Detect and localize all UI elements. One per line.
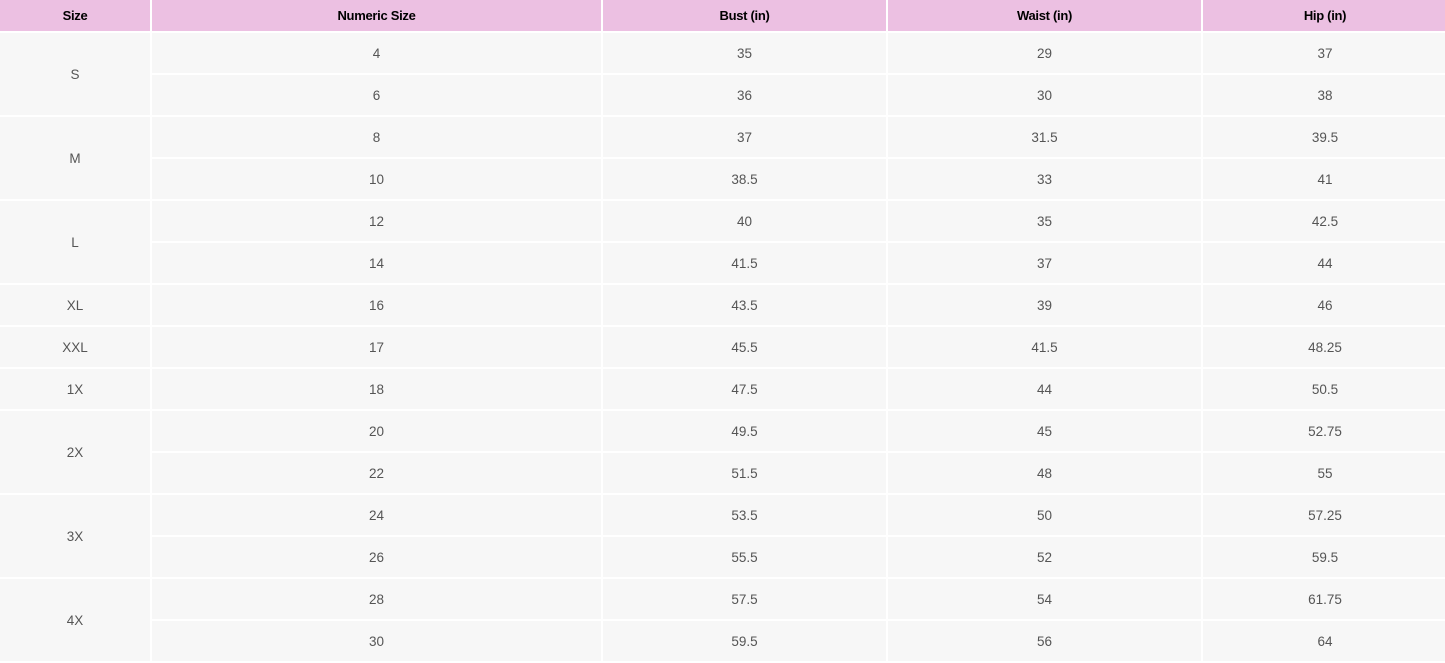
hip-cell: 46 (1203, 285, 1445, 327)
waist-cell: 35 (888, 201, 1201, 243)
size-cell: L (0, 201, 150, 285)
bust-cell: 37 (603, 117, 886, 159)
table-row: S 4 35 29 37 (0, 33, 1445, 117)
numeric-size-cell: 6 (152, 75, 601, 117)
bust-cell: 59.5 (603, 621, 886, 663)
header-row: Size Numeric Size Bust (in) Waist (in) H… (0, 0, 1445, 33)
hip-cell: 52.75 (1203, 411, 1445, 453)
header-numeric-size: Numeric Size (152, 0, 601, 33)
size-cell: XXL (0, 327, 150, 369)
table-row: 30 59.5 56 64 (0, 621, 1445, 663)
hip-cell: 61.75 (1203, 579, 1445, 621)
waist-cell: 54 (888, 579, 1201, 621)
numeric-size-cell: 17 (152, 327, 601, 369)
waist-cell: 52 (888, 537, 1201, 579)
waist-cell: 41.5 (888, 327, 1201, 369)
bust-cell: 55.5 (603, 537, 886, 579)
waist-cell: 37 (888, 243, 1201, 285)
hip-cell: 44 (1203, 243, 1445, 285)
table-row: XXL 17 45.5 41.5 48.25 (0, 327, 1445, 369)
table-row: XL 16 43.5 39 46 (0, 285, 1445, 327)
bust-cell: 57.5 (603, 579, 886, 621)
table-row: L 12 40 35 42.5 (0, 201, 1445, 285)
hip-cell: 59.5 (1203, 537, 1445, 579)
bust-cell: 43.5 (603, 285, 886, 327)
hip-cell: 48.25 (1203, 327, 1445, 369)
size-cell: 1X (0, 369, 150, 411)
table-row: 6 36 30 38 (0, 75, 1445, 117)
numeric-size-cell: 22 (152, 453, 601, 495)
bust-cell: 41.5 (603, 243, 886, 285)
bust-cell: 35 (603, 33, 886, 75)
table-row: 10 38.5 33 41 (0, 159, 1445, 201)
bust-cell: 45.5 (603, 327, 886, 369)
hip-cell: 39.5 (1203, 117, 1445, 159)
numeric-size-cell: 20 (152, 411, 601, 453)
bust-cell: 40 (603, 201, 886, 243)
numeric-size-cell: 8 (152, 117, 601, 159)
waist-cell: 29 (888, 33, 1201, 75)
waist-cell: 39 (888, 285, 1201, 327)
header-bust: Bust (in) (603, 0, 886, 33)
hip-cell: 57.25 (1203, 495, 1445, 537)
waist-cell: 30 (888, 75, 1201, 117)
bust-cell: 51.5 (603, 453, 886, 495)
hip-cell: 55 (1203, 453, 1445, 495)
hip-cell: 41 (1203, 159, 1445, 201)
bust-cell: 49.5 (603, 411, 886, 453)
size-cell: 3X (0, 495, 150, 579)
numeric-size-cell: 14 (152, 243, 601, 285)
header-size: Size (0, 0, 150, 33)
numeric-size-cell: 28 (152, 579, 601, 621)
waist-cell: 56 (888, 621, 1201, 663)
waist-cell: 48 (888, 453, 1201, 495)
table-row: 1X 18 47.5 44 50.5 (0, 369, 1445, 411)
numeric-size-cell: 18 (152, 369, 601, 411)
table-body: S 4 35 29 37 6 36 30 38 M 8 37 31.5 39.5 10 38.5 33 41 L 12… (0, 33, 1445, 663)
waist-cell: 50 (888, 495, 1201, 537)
waist-cell: 33 (888, 159, 1201, 201)
numeric-size-cell: 30 (152, 621, 601, 663)
bust-cell: 53.5 (603, 495, 886, 537)
table-row: 26 55.5 52 59.5 (0, 537, 1445, 579)
bust-cell: 36 (603, 75, 886, 117)
hip-cell: 42.5 (1203, 201, 1445, 243)
numeric-size-cell: 26 (152, 537, 601, 579)
size-cell: 2X (0, 411, 150, 495)
table-row: M 8 37 31.5 39.5 (0, 117, 1445, 201)
hip-cell: 37 (1203, 33, 1445, 75)
size-cell: M (0, 117, 150, 201)
numeric-size-cell: 10 (152, 159, 601, 201)
size-cell: S (0, 33, 150, 117)
hip-cell: 64 (1203, 621, 1445, 663)
bust-cell: 47.5 (603, 369, 886, 411)
numeric-size-cell: 4 (152, 33, 601, 75)
header-waist: Waist (in) (888, 0, 1201, 33)
bust-cell: 38.5 (603, 159, 886, 201)
size-cell: XL (0, 285, 150, 327)
table-row: 2X 20 49.5 45 52.75 (0, 411, 1445, 495)
hip-cell: 50.5 (1203, 369, 1445, 411)
numeric-size-cell: 24 (152, 495, 601, 537)
size-cell: 4X (0, 579, 150, 663)
numeric-size-cell: 16 (152, 285, 601, 327)
table-row: 4X 28 57.5 54 61.75 (0, 579, 1445, 663)
table-row: 22 51.5 48 55 (0, 453, 1445, 495)
numeric-size-cell: 12 (152, 201, 601, 243)
waist-cell: 45 (888, 411, 1201, 453)
waist-cell: 31.5 (888, 117, 1201, 159)
header-hip: Hip (in) (1203, 0, 1445, 33)
hip-cell: 38 (1203, 75, 1445, 117)
waist-cell: 44 (888, 369, 1201, 411)
table-row: 14 41.5 37 44 (0, 243, 1445, 285)
table-row: 3X 24 53.5 50 57.25 (0, 495, 1445, 579)
